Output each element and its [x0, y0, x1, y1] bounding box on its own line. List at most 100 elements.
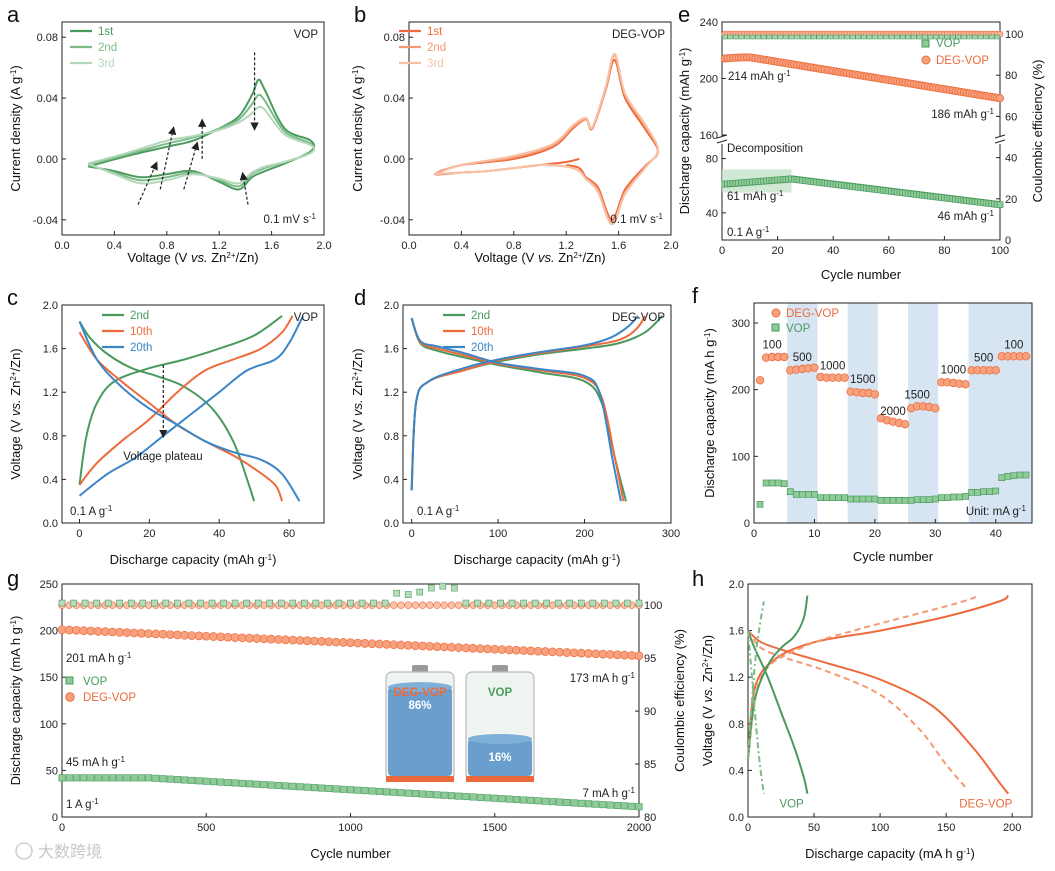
g-deg-capacity-point [317, 637, 326, 646]
f-y-tick-label: 100 [732, 451, 750, 463]
g-deg-capacity-point [274, 635, 283, 644]
f-legend-vop-label: VOP [786, 323, 811, 335]
f-vop-point [762, 479, 770, 487]
f-vop-point [913, 496, 921, 504]
h-y-tick-label: 1.6 [729, 626, 744, 638]
h-x-tick-label: 50 [808, 822, 820, 834]
g-battery-vop-fill [468, 738, 532, 776]
g-ce-deg-point [418, 601, 427, 609]
g-ce-vop-point [139, 599, 147, 607]
d-y-tick-label: 2.0 [384, 300, 399, 312]
g-ce-vop-point [174, 599, 181, 607]
e-x-tick-label: 40 [827, 245, 839, 257]
g-deg-capacity-point [122, 628, 132, 637]
g-battery-vop-percent: 16% [488, 752, 511, 764]
d-series-10th-charge [410, 315, 646, 491]
g-vop-capacity-point [426, 790, 434, 798]
g-deg-capacity-point [396, 640, 406, 650]
g-vop-capacity-point [310, 784, 318, 792]
g-vop-capacity-point [152, 774, 160, 782]
g-battery-vop: VOP 16% [465, 665, 535, 782]
e-break [994, 134, 1006, 139]
e-ce-vop-point [861, 34, 867, 40]
h-series-DEG-VOP-charge-dashed [747, 594, 980, 759]
g-vop-capacity-point [462, 793, 470, 801]
f-deg-point [755, 376, 765, 385]
h-series-VOP-discharge [747, 630, 809, 794]
g-vop-capacity-point [130, 774, 138, 782]
e-ce-vop-point [794, 34, 800, 40]
g-deg-capacity-point [259, 634, 269, 644]
g-deg-capacity-point [79, 626, 88, 635]
d-series-20th-charge [410, 315, 639, 491]
g-deg-capacity-point [136, 628, 146, 638]
g-deg-capacity-point [288, 635, 298, 645]
g-vop-capacity-point [296, 783, 304, 791]
e-ce-vop-point [849, 34, 856, 40]
e-ann-214: 214 mAh g-1 [728, 69, 791, 84]
g-deg-capacity-point [439, 642, 449, 652]
g-deg-capacity-point [605, 650, 615, 659]
g-vop-capacity-point [181, 776, 189, 784]
f-vop-point [1004, 472, 1012, 480]
g-deg-capacity-point [504, 645, 514, 655]
f-vop-point [774, 479, 782, 487]
a-legend-2nd-label: 2nd [98, 42, 117, 54]
f-vop-point [986, 488, 994, 496]
e-ce-vop-point [888, 34, 895, 40]
g-vop-capacity-point [137, 774, 145, 782]
axes-frame [753, 302, 1033, 524]
panel-h: h 0 50 100 150 200 0.0 0.4 0.8 1.2 1.6 2.0 VOP DEG-VO… [692, 566, 1033, 861]
g-ce-deg-point [397, 601, 405, 609]
f-vop-point [865, 495, 873, 503]
e-ce-vop-point [833, 34, 839, 40]
f-x-tick-label: 0 [751, 528, 757, 540]
b-scanrate: 0.1 mV s-1 [610, 212, 663, 227]
c-ylabel: Voltage (V vs. Zn2+/Zn) [8, 348, 23, 479]
g-vop-capacity-point [325, 784, 333, 792]
g-ce-vop-point [370, 599, 377, 607]
g-ce-deg-point [144, 601, 153, 609]
g-deg-capacity-point [375, 639, 384, 649]
b-y-tick-label: -0.04 [380, 215, 405, 227]
f-vop-point [877, 496, 885, 504]
g-battery-deg-fill [388, 687, 452, 776]
g-vop-capacity-point [58, 774, 66, 782]
g-deg-capacity-point [216, 632, 226, 642]
g-deg-capacity-point [620, 650, 629, 660]
g-deg-capacity-point [569, 648, 579, 658]
e-ce-vop-point [894, 34, 900, 40]
g-vop-capacity-point [613, 801, 621, 809]
d-title: DEG-VOP [612, 312, 665, 324]
g-ce-vop-point [104, 599, 112, 607]
g-vop-capacity-point [332, 785, 340, 793]
f-x-tick-label: 30 [929, 528, 941, 540]
f-vop-point [956, 493, 963, 501]
c-y-tick-label: 0.4 [43, 474, 58, 486]
a-title: VOP [294, 29, 319, 41]
g-vop-capacity-point [469, 793, 477, 801]
g-deg-capacity-point [187, 631, 197, 640]
e-ce-vop-point [805, 34, 811, 40]
g-vop-capacity-point [411, 790, 419, 798]
c-x-tick-label: 0 [76, 528, 82, 540]
f-ylabel: Discharge capacity (mA h g-1) [702, 328, 717, 498]
e-ce-vop-point [733, 34, 739, 40]
g-vop-capacity-point [282, 782, 290, 790]
g-deg-capacity-point [64, 625, 74, 635]
g-battery-deg-label: DEG-VOP [393, 687, 446, 699]
e-x-tick-label: 20 [771, 245, 783, 257]
g-ce-vop-point [462, 599, 470, 607]
c-y-tick-label: 1.6 [43, 344, 58, 356]
panel-letter: g [7, 566, 19, 591]
f-rate-band [787, 303, 818, 523]
e-ce-vop-point [983, 34, 989, 40]
a-scanrate: 0.1 mV s-1 [263, 212, 316, 227]
e-ce-vop-point [766, 34, 773, 40]
panel-letter: e [678, 2, 690, 27]
g-deg-capacity-point [223, 632, 233, 642]
g-ce-deg-point [548, 601, 557, 609]
g-ce-vop-point [520, 599, 527, 607]
f-vop-point [883, 496, 891, 504]
f-rate-label: 100 [1004, 339, 1023, 351]
